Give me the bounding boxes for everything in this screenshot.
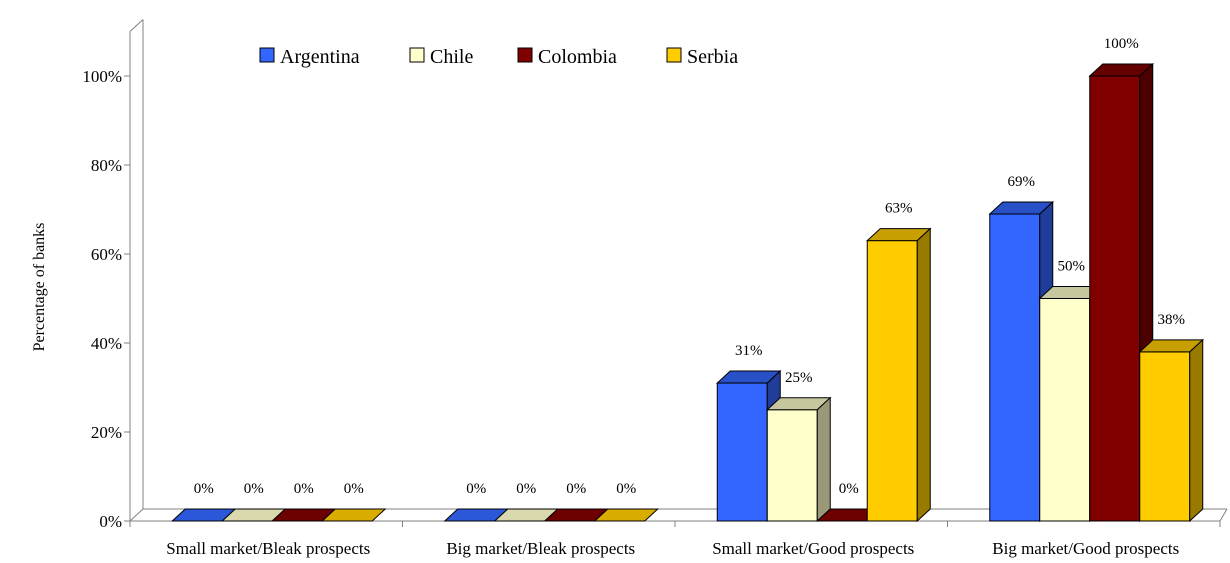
data-label: 25% bbox=[785, 370, 813, 386]
legend-label: Argentina bbox=[280, 46, 360, 68]
y-tick-label: 20% bbox=[91, 423, 122, 442]
legend: Argentina Chile Colombia Serbia bbox=[259, 46, 738, 68]
y-tick-label: 80% bbox=[91, 156, 122, 175]
data-label: 0% bbox=[839, 481, 859, 497]
legend-item-argentina: Argentina bbox=[259, 46, 360, 68]
legend-swatch bbox=[259, 47, 275, 63]
bar-serbia-3 bbox=[1138, 338, 1205, 523]
legend-swatch bbox=[409, 47, 425, 63]
y-tick-label: 0% bbox=[99, 512, 122, 531]
data-label: 31% bbox=[735, 343, 763, 359]
x-category-label: Small market/Good prospects bbox=[712, 539, 914, 558]
legend-item-serbia: Serbia bbox=[666, 46, 738, 68]
data-labels: 0% 0% 0% 0% 0% 0% 0% 0% 31% 25% 0% 63% 69% 50% 100% 38% bbox=[194, 36, 1185, 497]
x-axis: Small market/Bleak prospects Big market/B… bbox=[129, 520, 1221, 558]
data-label: 69% bbox=[1008, 174, 1036, 190]
x-category-label: Big market/Good prospects bbox=[992, 539, 1179, 558]
legend-label: Chile bbox=[430, 46, 473, 68]
data-label: 63% bbox=[885, 201, 913, 217]
data-label: 0% bbox=[294, 481, 314, 497]
legend-label: Colombia bbox=[538, 46, 617, 68]
data-label: 0% bbox=[194, 481, 214, 497]
bars bbox=[170, 62, 1205, 523]
bar-serbia-2 bbox=[865, 227, 932, 523]
data-label: 50% bbox=[1058, 259, 1086, 275]
data-label: 0% bbox=[616, 481, 636, 497]
y-tick-label: 100% bbox=[82, 67, 122, 86]
y-axis-label: Percentage of banks bbox=[31, 223, 48, 352]
data-label: 0% bbox=[344, 481, 364, 497]
legend-item-chile: Chile bbox=[409, 46, 473, 68]
x-category-label: Big market/Bleak prospects bbox=[446, 539, 635, 558]
x-category-label: Small market/Bleak prospects bbox=[166, 539, 370, 558]
data-label: 0% bbox=[244, 481, 264, 497]
bar-chile-2 bbox=[765, 396, 832, 523]
legend-swatch bbox=[517, 47, 533, 63]
y-tick-label: 60% bbox=[91, 245, 122, 264]
legend-swatch bbox=[666, 47, 682, 63]
data-label: 0% bbox=[466, 481, 486, 497]
legend-label: Serbia bbox=[687, 46, 738, 68]
data-label: 100% bbox=[1104, 36, 1139, 52]
legend-item-colombia: Colombia bbox=[517, 46, 617, 68]
bar-serbia-1 bbox=[593, 508, 660, 522]
data-label: 38% bbox=[1158, 312, 1186, 328]
bar-colombia-3 bbox=[1088, 62, 1155, 523]
data-label: 0% bbox=[516, 481, 536, 497]
bar-serbia-0 bbox=[320, 508, 387, 522]
y-axis: 0% 20% 40% 60% 80% 100% bbox=[82, 67, 130, 531]
data-label: 0% bbox=[566, 481, 586, 497]
y-tick-label: 40% bbox=[91, 334, 122, 353]
